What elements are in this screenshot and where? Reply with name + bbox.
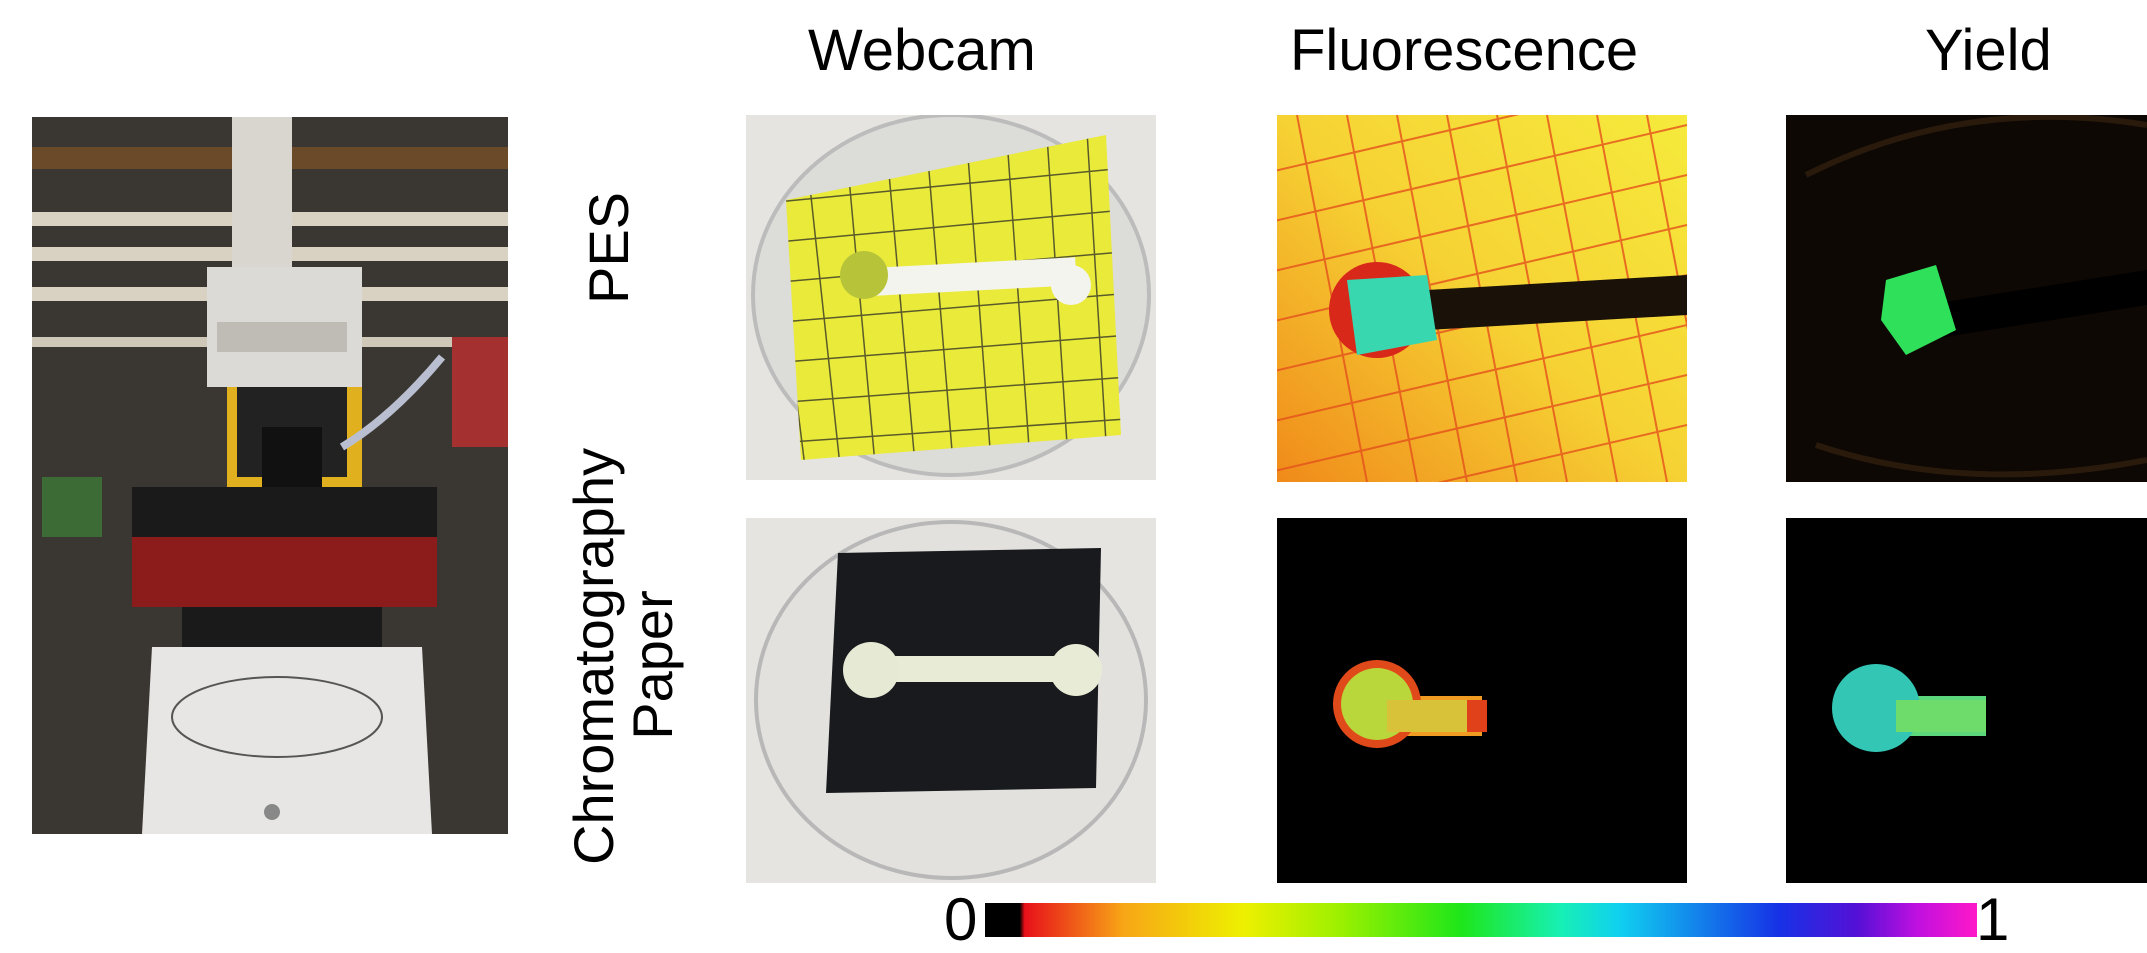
row-label-pes: PES xyxy=(577,191,640,305)
image-fluorescence-pes xyxy=(1277,115,1687,482)
column-title-yield: Yield xyxy=(1925,18,2052,83)
image-webcam-pes xyxy=(746,115,1156,480)
column-title-webcam: Webcam xyxy=(808,18,1036,83)
colorbar-max-label: 1 xyxy=(1976,886,2010,953)
image-yield-chromatography xyxy=(1786,518,2147,883)
instrument-photo xyxy=(32,117,508,834)
image-yield-pes xyxy=(1786,115,2147,482)
colorbar xyxy=(985,903,1977,937)
row-label-chromatography-paper: Chromatography Paper xyxy=(562,448,695,865)
column-title-fluorescence: Fluorescence xyxy=(1290,18,1639,83)
image-webcam-chromatography xyxy=(746,518,1156,883)
row-label-text: Chromatography Paper xyxy=(562,447,684,865)
colorbar-min-label: 0 xyxy=(944,886,978,953)
image-fluorescence-chromatography xyxy=(1277,518,1687,883)
